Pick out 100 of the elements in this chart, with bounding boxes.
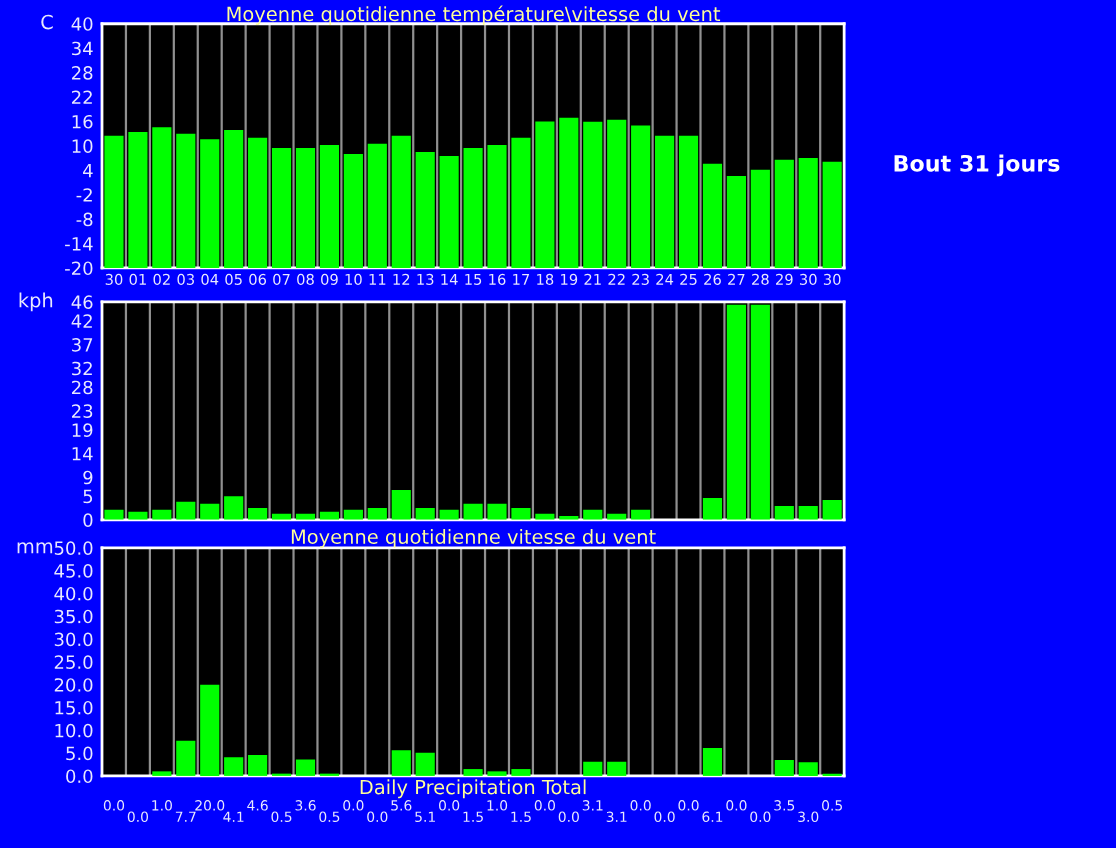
y-tick-label: 28 [72,380,93,395]
bar [415,507,435,520]
bar [248,137,268,268]
bar [463,503,483,520]
bar [535,121,555,268]
y-tick-label: 40.0 [54,586,93,601]
y-tick-label: 10 [72,139,93,153]
y-axis-title: C [41,14,53,30]
bar [583,761,603,776]
bar [583,121,603,268]
bar [655,135,675,268]
y-tick-label: 22 [72,90,92,104]
y-tick-label: 14 [72,447,93,461]
y-tick-label: 40 [71,17,93,31]
y-tick-label: 32 [72,361,92,376]
bar [822,161,842,268]
bar [774,759,794,776]
y-tick-label: -20 [65,261,93,276]
bar [487,503,507,520]
bar [607,119,627,268]
bar [343,154,363,268]
bar [678,135,699,268]
bar [487,145,507,268]
bar [104,135,124,268]
y-tick-label: 5 [83,489,93,504]
y-tick-label: 50.0 [54,541,93,555]
bar [774,506,794,520]
bar [200,684,220,776]
text: Bout 31 jours [894,154,1060,177]
y-tick-label: 5.0 [66,746,93,761]
y-tick-label: 35.0 [54,609,93,624]
chart-title: Moyenne quotidienne température\vitesse du vent [227,5,721,26]
bar [583,509,603,520]
y-tick-label: 16 [72,114,93,129]
bar [248,507,268,520]
bar [702,163,723,268]
bar [750,304,770,520]
bar [367,507,387,520]
bar [391,135,411,268]
y-tick-label: 42 [71,314,92,328]
bar [726,175,746,268]
bar [391,750,411,776]
bar [248,754,268,776]
y-axis-title: kph [19,292,53,312]
bar [798,158,818,268]
y-tick-label: -2 [76,188,92,202]
bar [415,151,435,268]
bar [631,509,651,520]
y-tick-label: 23 [72,404,93,418]
bar [415,752,435,776]
bar [798,762,818,776]
y-tick-label: 34 [72,41,93,56]
bar [319,145,340,268]
y-tick-label: 10.0 [55,723,93,738]
bar [152,127,172,268]
bar [224,129,244,268]
y-tick-label: 9 [83,470,93,485]
bar [104,509,124,520]
y-tick-label: 46 [71,295,93,309]
y-tick-label: 30.0 [54,632,93,647]
y-tick-label: 0.0 [66,769,93,784]
bar [295,759,316,776]
bar [822,499,842,520]
y-tick-label: 45.0 [54,564,93,578]
bar [176,133,196,268]
bar [726,304,746,520]
bar [200,139,220,268]
x-axis-title: Daily Precipitation Total [360,779,586,799]
bar [631,125,651,268]
bar [128,132,148,268]
bar [511,507,531,520]
bar [702,748,723,776]
y-tick-label: 28 [72,66,93,80]
bar [391,489,411,520]
y-tick-label: 0 [83,513,93,527]
bar [511,769,531,776]
bar [176,501,196,520]
bar [774,159,794,268]
bar [463,147,483,268]
bar [224,496,244,520]
bar [200,503,220,520]
bar [511,137,531,268]
chart-title: Moyenne quotidienne vitesse du vent [291,528,656,548]
y-tick-label: 4 [83,163,93,178]
bar [750,169,770,268]
bar [702,498,723,520]
bar [439,509,459,520]
bar [152,509,172,520]
y-axis-title: mm [17,542,53,554]
bar [798,506,818,520]
bar [176,740,196,776]
bar [559,117,579,268]
y-tick-label: 25.0 [54,655,93,669]
y-tick-label: 15.0 [55,700,93,715]
bar [463,769,483,776]
bar [367,143,387,268]
y-tick-label: 37 [72,337,93,352]
bar [343,509,363,520]
bar [295,147,316,268]
y-tick-label: 19 [72,423,93,437]
